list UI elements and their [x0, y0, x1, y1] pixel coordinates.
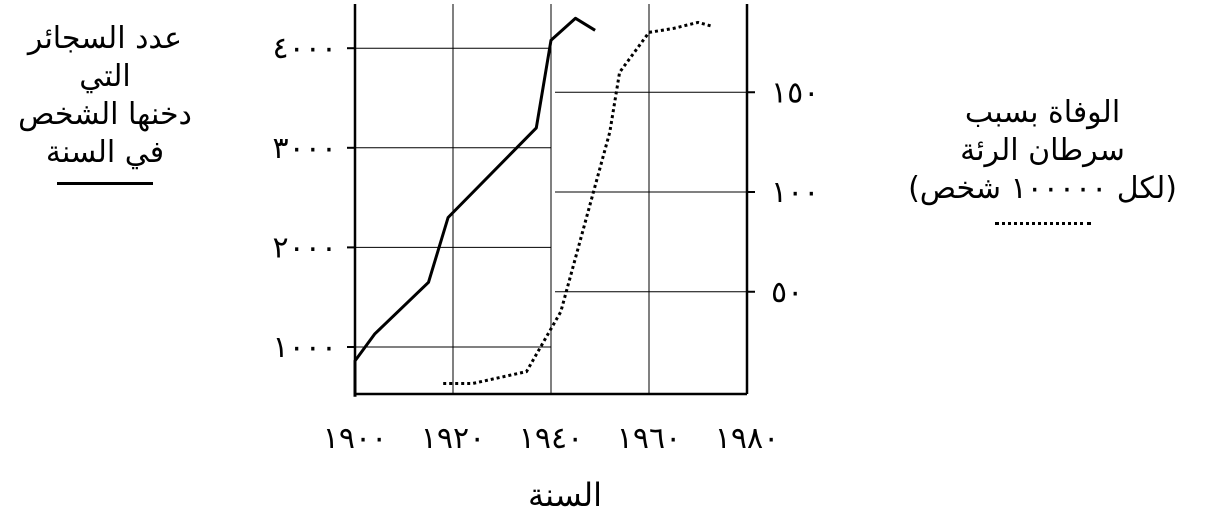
- left-axis-label-line: عدد السجائر: [27, 21, 183, 56]
- right-tick-label: ٥٠: [771, 275, 803, 310]
- left-tick-label: ٢٠٠٠: [273, 230, 337, 265]
- right-axis-label-line: الوفاة بسبب: [964, 95, 1121, 130]
- series-cigarettes-per-person: [353, 16, 596, 397]
- series-layer: [353, 16, 714, 397]
- grid: [355, 4, 747, 394]
- x-tick-label: ١٩٤٠: [519, 421, 583, 456]
- x-tick-label: ١٩٢٠: [421, 421, 485, 456]
- x-axis-label: السنة: [528, 476, 602, 514]
- tick-labels: ١٩٠٠ ١٩٢٠ ١٩٤٠ ١٩٦٠ ١٩٨٠ ١٠٠٠ ٢٠٠٠ ٣٠٠٠ ٤٠٠٠ ٥٠ ١٠…: [273, 31, 820, 456]
- right-axis-legend: الوفاة بسبب سرطان الرئة (لكل ١٠٠٠٠٠ شخص): [870, 94, 1215, 225]
- axes: [347, 4, 755, 396]
- left-axis-label-line: التي: [79, 59, 131, 94]
- left-axis-label-line: دخنها الشخص: [18, 97, 192, 132]
- legend-key-dotted: [994, 222, 1091, 225]
- left-tick-label: ٣٠٠٠: [273, 131, 337, 166]
- right-tick-label: ١٥٠: [771, 75, 819, 110]
- right-tick-label: ١٠٠: [771, 175, 819, 210]
- right-axis-label-line: (لكل ١٠٠٠٠٠ شخص): [908, 171, 1177, 206]
- x-tick-label: ١٩٦٠: [617, 421, 681, 456]
- left-tick-label: ٤٠٠٠: [273, 31, 337, 66]
- left-axis-label-line: في السنة: [45, 135, 165, 170]
- left-tick-label: ١٠٠٠: [273, 330, 337, 365]
- legend-key-solid: [57, 182, 153, 185]
- x-tick-label: ١٩٠٠: [323, 421, 387, 456]
- left-axis-legend: عدد السجائر التي دخنها الشخص في السنة: [0, 20, 210, 185]
- series-lung-cancer-deaths: [443, 20, 714, 385]
- x-tick-label: ١٩٨٠: [715, 421, 779, 456]
- right-axis-label-line: سرطان الرئة: [960, 133, 1125, 168]
